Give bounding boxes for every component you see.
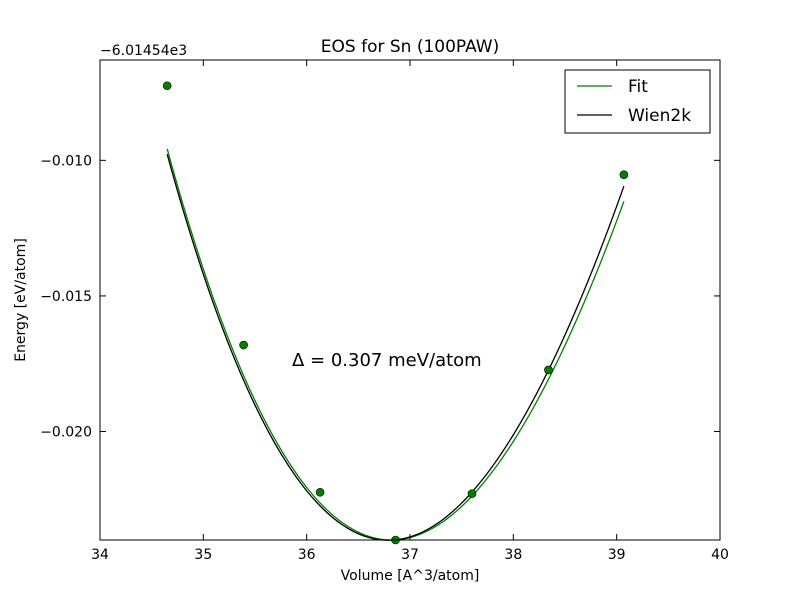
- x-tick-label: 34: [91, 547, 109, 563]
- legend-frame: [564, 69, 711, 134]
- x-axis-ticks: 34 35 36 37 38 39 40: [91, 60, 729, 563]
- legend-fit-label: Fit: [628, 77, 648, 97]
- chart-title: EOS for Sn (100PAW): [321, 37, 499, 57]
- x-axis-label: Volume [A^3/atom]: [341, 568, 480, 584]
- data-point: [544, 365, 553, 375]
- x-tick-label: 39: [608, 547, 626, 563]
- plot-area: [100, 60, 720, 540]
- y-axis-label: Energy [eV/atom]: [13, 238, 29, 362]
- x-tick-label: 38: [504, 547, 522, 563]
- y-axis-ticks: −0.010 −0.015 −0.020: [40, 153, 720, 441]
- y-offset-text: −6.01454e3: [100, 43, 187, 59]
- x-tick-label: 40: [711, 547, 729, 563]
- x-tick-label: 36: [298, 547, 316, 563]
- y-tick-label: −0.020: [40, 425, 92, 441]
- y-tick-label: −0.010: [40, 153, 92, 169]
- x-tick-label: 35: [194, 547, 212, 563]
- legend: Fit Wien2k: [564, 69, 711, 134]
- data-points: [162, 81, 629, 545]
- delta-annotation: Δ = 0.307 meV/atom: [292, 350, 482, 371]
- data-point: [619, 170, 629, 180]
- data-point: [315, 487, 325, 497]
- x-tick-label: 37: [401, 547, 419, 563]
- data-point: [239, 340, 248, 350]
- y-tick-label: −0.015: [40, 289, 92, 305]
- legend-wien2k-label: Wien2k: [628, 106, 691, 126]
- data-point: [162, 81, 172, 91]
- data-point: [467, 489, 477, 498]
